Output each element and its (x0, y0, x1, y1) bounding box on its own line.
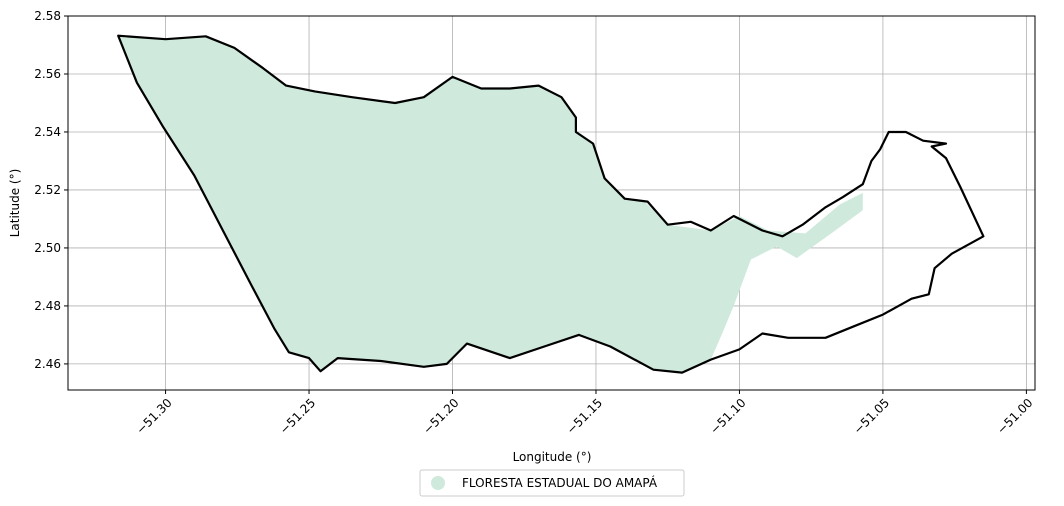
y-axis-ticks: 2.46 2.48 2.50 2.52 2.54 2.56 2.58 (34, 9, 68, 371)
legend-marker-icon (431, 476, 445, 490)
x-axis-label: Longitude (°) (513, 450, 592, 464)
y-tick-label: 2.46 (34, 357, 61, 371)
y-tick-label: 2.58 (34, 9, 61, 23)
y-tick-label: 2.50 (34, 241, 61, 255)
y-axis-label: Latitude (°) (8, 169, 22, 238)
y-tick-label: 2.56 (34, 67, 61, 81)
y-tick-label: 2.54 (34, 125, 61, 139)
legend: FLORESTA ESTADUAL DO AMAPÁ (419, 469, 685, 497)
forest-area-outline (117, 34, 985, 374)
forest-area-fill (118, 35, 863, 373)
y-tick-label: 2.48 (34, 299, 61, 313)
axes-frame (67, 15, 1036, 391)
legend-box (419, 469, 685, 497)
y-tick-label: 2.52 (34, 183, 61, 197)
legend-label: FLORESTA ESTADUAL DO AMAPÁ (462, 475, 658, 490)
